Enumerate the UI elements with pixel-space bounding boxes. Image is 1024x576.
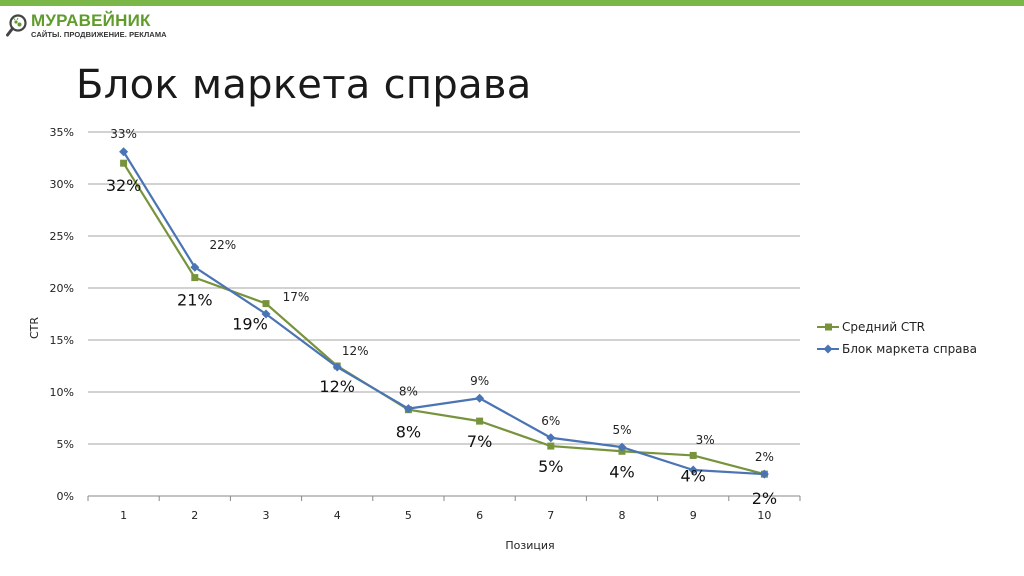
logo-brand: МУРАВЕЙНИК bbox=[31, 11, 151, 30]
y-axis-title: CTR bbox=[28, 317, 41, 339]
data-point-market-block bbox=[261, 309, 271, 319]
logo: МУРАВЕЙНИК САЙТЫ. ПРОДВИЖЕНИЕ. РЕКЛАМА bbox=[6, 12, 167, 39]
data-label-avg-ctr: 7% bbox=[467, 432, 492, 451]
data-label-avg-ctr: 4% bbox=[681, 466, 706, 485]
data-point-market-block bbox=[119, 147, 129, 157]
magnifier-ant-icon bbox=[6, 14, 27, 37]
slide-title: Блок маркета справа bbox=[76, 62, 532, 108]
data-label-avg-ctr: 19% bbox=[232, 315, 268, 334]
data-label-avg-ctr: 2% bbox=[752, 489, 777, 508]
data-label-avg-ctr: 8% bbox=[396, 423, 421, 442]
data-label-market-block: 2% bbox=[755, 450, 774, 464]
data-label-market-block: 33% bbox=[110, 127, 137, 141]
x-tick-label: 4 bbox=[334, 509, 341, 522]
data-point-market-block bbox=[332, 362, 342, 372]
data-point-market-block bbox=[403, 404, 413, 414]
data-point-avg-ctr bbox=[262, 300, 270, 308]
y-tick-label: 15% bbox=[50, 334, 74, 347]
legend-label-avg-ctr: Средний CTR bbox=[842, 320, 925, 334]
axis-layer: 0% 5% 10% 15% 20% 25% 30% 35% 1 2 3 4 5 6 7 8 9 10 bbox=[50, 126, 801, 522]
y-tick-label: 5% bbox=[57, 438, 74, 451]
x-tick-label: 6 bbox=[476, 509, 483, 522]
y-tick-label: 10% bbox=[50, 386, 74, 399]
legend-marker-square-icon bbox=[817, 323, 839, 331]
data-point-avg-ctr bbox=[191, 274, 199, 282]
series-layer bbox=[119, 147, 769, 479]
chart-legend: Средний CTR Блок маркета справа bbox=[817, 316, 977, 360]
data-label-avg-ctr: 21% bbox=[177, 291, 213, 310]
data-label-market-block: 12% bbox=[342, 344, 369, 358]
y-tick-label: 0% bbox=[57, 490, 74, 503]
data-label-market-block: 9% bbox=[470, 374, 489, 388]
logo-tagline: САЙТЫ. ПРОДВИЖЕНИЕ. РЕКЛАМА bbox=[31, 30, 167, 39]
x-tick-label: 8 bbox=[619, 509, 626, 522]
data-point-avg-ctr bbox=[547, 442, 555, 450]
data-label-market-block: 3% bbox=[696, 433, 715, 447]
data-label-avg-ctr: 32% bbox=[106, 176, 142, 195]
data-point-market-block bbox=[688, 465, 698, 475]
y-tick-label: 35% bbox=[50, 126, 74, 139]
x-tick-label: 1 bbox=[120, 509, 127, 522]
legend-item-avg-ctr: Средний CTR bbox=[817, 316, 977, 338]
data-label-market-block: 6% bbox=[541, 414, 560, 428]
data-point-market-block bbox=[190, 262, 200, 272]
data-label-avg-ctr: 12% bbox=[319, 377, 355, 396]
x-tick-label: 9 bbox=[690, 509, 697, 522]
x-tick-label: 5 bbox=[405, 509, 412, 522]
y-tick-label: 20% bbox=[50, 282, 74, 295]
data-label-avg-ctr: 5% bbox=[538, 457, 563, 476]
x-tick-label: 7 bbox=[547, 509, 554, 522]
y-tick-label: 30% bbox=[50, 178, 74, 191]
data-label-market-block: 5% bbox=[612, 423, 631, 437]
data-point-market-block bbox=[617, 442, 627, 452]
x-tick-label: 10 bbox=[757, 509, 771, 522]
x-tick-label: 2 bbox=[191, 509, 198, 522]
series-line-avg-ctr bbox=[122, 162, 765, 476]
data-label-avg-ctr: 4% bbox=[609, 462, 634, 481]
series-line-market-block bbox=[122, 151, 765, 476]
data-point-avg-ctr bbox=[120, 159, 128, 167]
data-point-market-block bbox=[475, 393, 485, 403]
top-accent-bar bbox=[0, 0, 1024, 6]
grid-layer bbox=[88, 131, 800, 497]
data-label-market-block: 22% bbox=[209, 238, 236, 252]
data-point-market-block bbox=[759, 469, 769, 479]
data-label-market-block: 8% bbox=[399, 385, 418, 399]
x-tick-label: 3 bbox=[263, 509, 270, 522]
legend-item-market-block: Блок маркета справа bbox=[817, 338, 977, 360]
data-point-market-block bbox=[546, 433, 556, 443]
data-label-market-block: 17% bbox=[283, 290, 310, 304]
data-point-avg-ctr bbox=[689, 451, 697, 459]
y-tick-label: 25% bbox=[50, 230, 74, 243]
legend-label-market-block: Блок маркета справа bbox=[842, 342, 977, 356]
legend-marker-diamond-icon bbox=[817, 344, 839, 354]
data-point-avg-ctr bbox=[476, 417, 484, 425]
label-layer: 32% 21% 19% 12% 8% 7% 5% 4% 4% 2% 33% 22% 17% 12% 8% 9%… bbox=[106, 127, 777, 508]
x-axis-title: Позиция bbox=[505, 539, 554, 552]
